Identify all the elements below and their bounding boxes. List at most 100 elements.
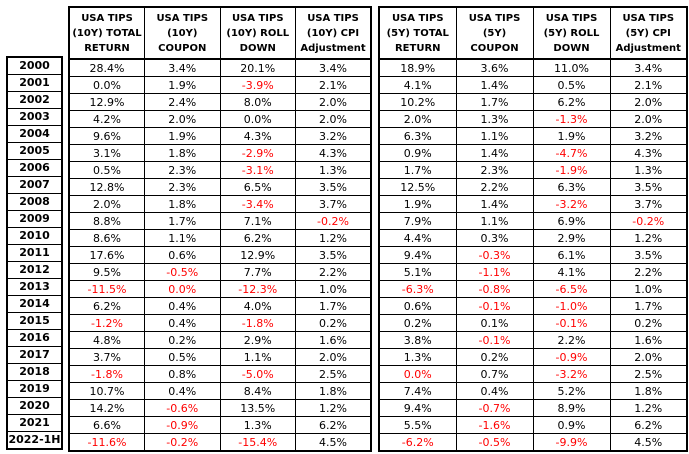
data-cell[interactable]: 1.4% [455, 76, 534, 94]
data-cell[interactable]: -1.3% [532, 110, 611, 128]
year-cell[interactable]: 2004 [8, 126, 61, 143]
data-cell[interactable]: 0.2% [378, 314, 457, 332]
data-cell[interactable]: 0.1% [455, 314, 534, 332]
data-cell[interactable]: 1.8% [144, 195, 221, 213]
year-cell[interactable]: 2008 [8, 194, 61, 211]
data-cell[interactable]: 1.9% [144, 76, 221, 94]
data-cell[interactable]: 2.1% [609, 76, 688, 94]
data-cell[interactable]: 1.0% [295, 280, 372, 298]
data-cell[interactable]: 8.0% [219, 93, 296, 111]
data-cell[interactable]: 2.9% [219, 331, 296, 349]
data-cell[interactable]: 6.2% [68, 297, 145, 315]
data-cell[interactable]: 13.5% [219, 399, 296, 417]
data-cell[interactable]: 0.4% [144, 382, 221, 400]
data-cell[interactable]: 8.8% [68, 212, 145, 230]
data-cell[interactable]: 3.4% [144, 58, 221, 77]
data-cell[interactable]: 6.9% [532, 212, 611, 230]
data-cell[interactable]: 28.4% [68, 58, 145, 77]
data-cell[interactable]: 0.6% [378, 297, 457, 315]
data-cell[interactable]: 0.8% [144, 365, 221, 383]
data-cell[interactable]: 6.2% [295, 416, 372, 434]
data-cell[interactable]: 4.5% [295, 433, 372, 452]
data-cell[interactable]: 14.2% [68, 399, 145, 417]
data-cell[interactable]: -3.2% [532, 195, 611, 213]
data-cell[interactable]: -11.6% [68, 433, 145, 452]
data-cell[interactable]: 5.2% [532, 382, 611, 400]
data-cell[interactable]: -15.4% [219, 433, 296, 452]
year-cell[interactable]: 2021 [8, 415, 61, 432]
data-cell[interactable]: 12.5% [378, 178, 457, 196]
data-cell[interactable]: -1.0% [532, 297, 611, 315]
data-cell[interactable]: 1.1% [455, 212, 534, 230]
year-cell[interactable]: 2017 [8, 347, 61, 364]
data-cell[interactable]: 20.1% [219, 58, 296, 77]
data-cell[interactable]: 8.6% [68, 229, 145, 247]
year-cell[interactable]: 2015 [8, 313, 61, 330]
data-cell[interactable]: 2.3% [455, 161, 534, 179]
column-header[interactable]: USA TIPS (5Y) TOTAL RETURN [378, 6, 457, 60]
data-cell[interactable]: 0.0% [219, 110, 296, 128]
data-cell[interactable]: 1.7% [144, 212, 221, 230]
data-cell[interactable]: 18.9% [378, 58, 457, 77]
data-cell[interactable]: 2.2% [295, 263, 372, 281]
data-cell[interactable]: -3.2% [532, 365, 611, 383]
data-cell[interactable]: 3.7% [609, 195, 688, 213]
data-cell[interactable]: 1.0% [609, 280, 688, 298]
data-cell[interactable]: 2.3% [144, 178, 221, 196]
data-cell[interactable]: 1.7% [295, 297, 372, 315]
data-cell[interactable]: -1.8% [68, 365, 145, 383]
data-cell[interactable]: 1.1% [219, 348, 296, 366]
data-cell[interactable]: -0.2% [295, 212, 372, 230]
column-header[interactable]: USA TIPS (5Y) ROLL DOWN [532, 6, 611, 60]
data-cell[interactable]: 0.2% [295, 314, 372, 332]
data-cell[interactable]: 1.6% [295, 331, 372, 349]
data-cell[interactable]: 2.5% [609, 365, 688, 383]
data-cell[interactable]: 10.7% [68, 382, 145, 400]
data-cell[interactable]: 1.2% [295, 229, 372, 247]
data-cell[interactable]: 3.1% [68, 144, 145, 162]
data-cell[interactable]: 1.8% [295, 382, 372, 400]
data-cell[interactable]: 1.3% [219, 416, 296, 434]
data-cell[interactable]: -1.8% [219, 314, 296, 332]
data-cell[interactable]: 2.3% [144, 161, 221, 179]
data-cell[interactable]: 3.4% [295, 58, 372, 77]
data-cell[interactable]: 4.5% [609, 433, 688, 452]
data-cell[interactable]: 0.6% [144, 246, 221, 264]
data-cell[interactable]: -5.0% [219, 365, 296, 383]
data-cell[interactable]: -9.9% [532, 433, 611, 452]
data-cell[interactable]: 1.4% [455, 144, 534, 162]
data-cell[interactable]: -0.8% [455, 280, 534, 298]
data-cell[interactable]: 2.0% [295, 93, 372, 111]
data-cell[interactable]: 6.3% [378, 127, 457, 145]
data-cell[interactable]: 0.2% [144, 331, 221, 349]
year-cell[interactable]: 2005 [8, 143, 61, 160]
data-cell[interactable]: 2.0% [68, 195, 145, 213]
data-cell[interactable]: 2.0% [378, 110, 457, 128]
data-cell[interactable]: 3.5% [295, 178, 372, 196]
data-cell[interactable]: 0.0% [68, 76, 145, 94]
year-cell[interactable]: 2010 [8, 228, 61, 245]
data-cell[interactable]: -2.9% [219, 144, 296, 162]
data-cell[interactable]: 0.5% [68, 161, 145, 179]
column-header[interactable]: USA TIPS (5Y) CPI Adjustment [609, 6, 688, 60]
data-cell[interactable]: 0.2% [455, 348, 534, 366]
column-header[interactable]: USA TIPS (10Y) CPI Adjustment [295, 6, 372, 60]
year-cell[interactable]: 2012 [8, 262, 61, 279]
data-cell[interactable]: 1.8% [144, 144, 221, 162]
data-cell[interactable]: 7.9% [378, 212, 457, 230]
data-cell[interactable]: 3.2% [295, 127, 372, 145]
data-cell[interactable]: 9.4% [378, 399, 457, 417]
data-cell[interactable]: 12.8% [68, 178, 145, 196]
data-cell[interactable]: 4.0% [219, 297, 296, 315]
year-cell[interactable]: 2006 [8, 160, 61, 177]
data-cell[interactable]: 4.3% [219, 127, 296, 145]
data-cell[interactable]: -0.7% [455, 399, 534, 417]
data-cell[interactable]: -0.1% [455, 297, 534, 315]
data-cell[interactable]: 0.7% [455, 365, 534, 383]
data-cell[interactable]: 2.0% [609, 93, 688, 111]
data-cell[interactable]: 17.6% [68, 246, 145, 264]
data-cell[interactable]: 2.2% [609, 263, 688, 281]
data-cell[interactable]: 5.5% [378, 416, 457, 434]
data-cell[interactable]: 1.7% [455, 93, 534, 111]
data-cell[interactable]: 2.0% [144, 110, 221, 128]
